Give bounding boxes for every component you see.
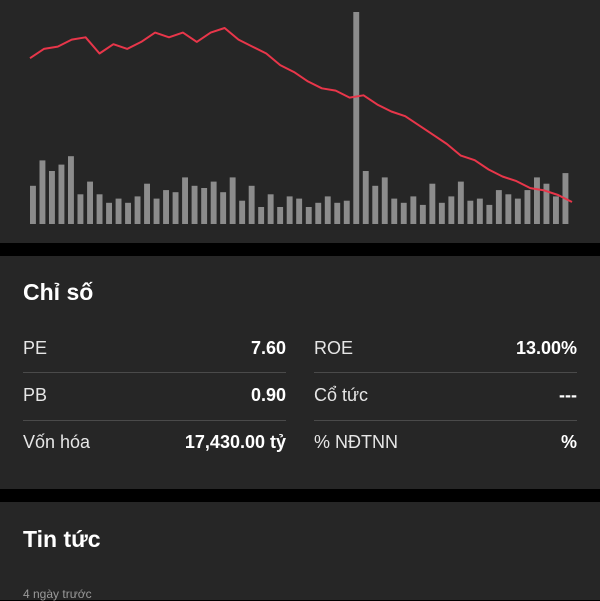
- volume-bar: [553, 196, 559, 224]
- volume-bar: [49, 171, 55, 224]
- volume-bar: [467, 200, 474, 224]
- volume-bar: [277, 207, 284, 224]
- row-divider: [314, 372, 577, 373]
- volume-bar: [144, 183, 150, 224]
- metric-label: ROE: [314, 338, 354, 358]
- metric-label: % NĐTNN: [314, 432, 398, 452]
- metrics-panel: Chỉ số PE 7.60 ROE 13.00% PB 0.90 Cổ tức…: [0, 256, 600, 489]
- volume-bar: [448, 196, 455, 224]
- volume-bar: [39, 160, 46, 224]
- volume-bar: [476, 198, 483, 224]
- volume-bar: [153, 198, 160, 224]
- volume-bar: [106, 202, 112, 224]
- volume-bar: [543, 183, 550, 224]
- volume-bar: [391, 198, 398, 224]
- metric-pb: PB 0.90: [23, 385, 286, 431]
- volume-bar: [514, 198, 521, 224]
- volume-bar: [296, 198, 303, 224]
- metric-value: 17,430.00 tỷ: [184, 432, 286, 452]
- volume-bar: [353, 12, 360, 224]
- volume-bar: [58, 164, 65, 224]
- volume-bar: [229, 177, 236, 224]
- volume-bar: [438, 202, 445, 224]
- volume-bar: [381, 177, 388, 224]
- metric-value: %: [560, 432, 577, 452]
- metric-value: 13.00%: [515, 338, 577, 358]
- volume-bar: [191, 185, 198, 224]
- price-chart[interactable]: [0, 0, 600, 243]
- volume-bar: [239, 200, 246, 224]
- metric-label: Vốn hóa: [23, 432, 91, 452]
- volume-bar: [534, 177, 540, 224]
- metrics-title: Chỉ số: [23, 279, 94, 305]
- metric-label: Cổ tức: [314, 385, 369, 405]
- volume-bar: [258, 207, 265, 224]
- volume-bar: [457, 181, 464, 224]
- volume-bar: [248, 185, 255, 224]
- volume-bar: [267, 194, 274, 224]
- volume-bar: [210, 181, 217, 224]
- news-title: Tin tức: [23, 526, 101, 552]
- row-divider: [23, 420, 286, 421]
- volume-bar: [362, 171, 369, 224]
- volume-bar: [68, 156, 74, 224]
- volume-bar: [524, 190, 531, 224]
- metric-value: 0.90: [250, 385, 286, 405]
- price-volume-chart: [29, 12, 573, 224]
- volume-bar: [495, 190, 502, 224]
- metric-pe: PE 7.60: [23, 338, 286, 384]
- metric-value: ---: [559, 385, 577, 405]
- volume-bar: [315, 202, 322, 224]
- metric-label: PE: [23, 338, 48, 358]
- volume-bar: [505, 194, 512, 224]
- metric-value: 7.60: [250, 338, 286, 358]
- volume-bar: [220, 192, 227, 224]
- volume-bar: [30, 185, 36, 224]
- volume-bar: [172, 192, 179, 224]
- volume-bar: [163, 190, 169, 224]
- metric-roe: ROE 13.00%: [314, 338, 577, 384]
- volume-bar: [400, 202, 407, 224]
- metric-dividend: Cổ tức ---: [314, 385, 577, 431]
- metric-foreign-ownership: % NĐTNN %: [314, 432, 577, 478]
- volume-bar: [410, 196, 417, 224]
- volume-bar: [96, 194, 103, 224]
- volume-bar: [305, 207, 312, 224]
- volume-bar: [429, 183, 436, 224]
- volume-bar: [134, 196, 141, 224]
- news-panel: Tin tức 4 ngày trước: [0, 502, 600, 601]
- metric-label: PB: [23, 385, 48, 405]
- volume-bar: [286, 196, 293, 224]
- news-item-timestamp[interactable]: 4 ngày trước: [23, 587, 92, 601]
- volume-bar: [372, 185, 379, 224]
- volume-bar: [182, 177, 188, 224]
- volume-bar: [334, 202, 341, 224]
- volume-bar: [486, 204, 493, 224]
- row-divider: [314, 420, 577, 421]
- volume-bar: [201, 188, 208, 224]
- row-divider: [23, 372, 286, 373]
- volume-bar: [87, 181, 93, 224]
- volume-bar: [324, 196, 331, 224]
- volume-bar: [419, 204, 426, 224]
- price-line: [29, 27, 573, 203]
- metric-market-cap: Vốn hóa 17,430.00 tỷ: [23, 432, 286, 478]
- volume-bar: [115, 198, 122, 224]
- volume-bar: [77, 194, 84, 224]
- volume-bar: [125, 202, 131, 224]
- volume-bar: [343, 200, 350, 224]
